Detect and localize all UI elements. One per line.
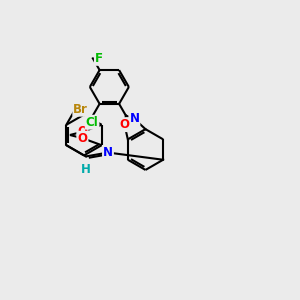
Text: N: N bbox=[129, 112, 140, 125]
Text: O: O bbox=[77, 125, 88, 138]
Text: Cl: Cl bbox=[86, 116, 98, 129]
Text: Br: Br bbox=[73, 103, 88, 116]
Text: F: F bbox=[95, 52, 103, 65]
Text: O: O bbox=[119, 118, 130, 131]
Text: O: O bbox=[77, 132, 88, 145]
Text: H: H bbox=[81, 164, 91, 176]
Text: N: N bbox=[103, 146, 113, 159]
